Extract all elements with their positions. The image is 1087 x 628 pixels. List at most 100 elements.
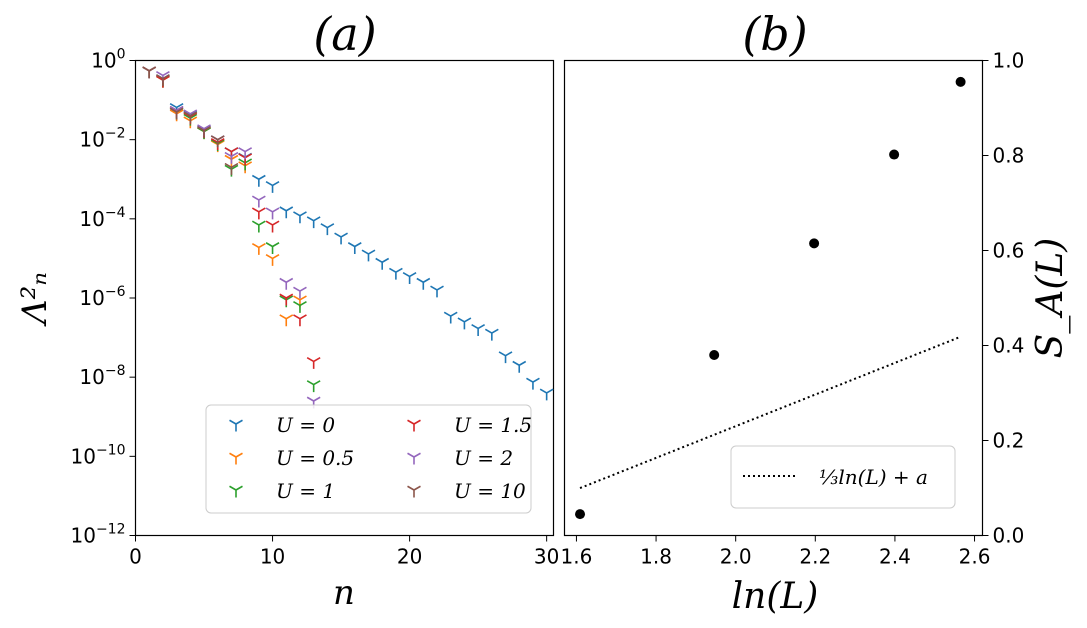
panel-b-title: (b) [742, 7, 807, 61]
a-data-point-stroke [279, 277, 294, 290]
a-legend-label: U = 2 [454, 446, 513, 470]
a-data-point [361, 249, 376, 262]
a-data-point [265, 220, 280, 233]
a-data-point-stroke [183, 111, 198, 124]
a-legend-marker [229, 419, 243, 432]
a-ytick-exp: −4 [105, 205, 126, 221]
a-data-point-stroke [306, 380, 321, 393]
a-data-point-stroke [334, 232, 348, 245]
panel-a-ylabel: Λ²ₙ [15, 272, 55, 327]
a-data-point-stroke [498, 351, 513, 364]
a-data-point [265, 180, 280, 193]
a-data-point [265, 207, 280, 220]
a-data-point [388, 267, 403, 280]
panel-b-markers [575, 76, 966, 520]
a-data-point-stroke [251, 207, 266, 220]
a-data-point-stroke [279, 293, 294, 306]
b-fit-segment [579, 335, 961, 490]
a-data-point [279, 277, 294, 290]
panel-a-legend: U = 0 U = 0.5 U = 1 U = 1.5 U = 2 U = 10 [205, 404, 532, 514]
a-xtick-label: 20 [397, 545, 422, 569]
panel-a: (a) 0 10 20 3010010−210−410−610−810−1010−12… [15, 7, 559, 613]
a-data-point-stroke [224, 151, 239, 164]
series-U-10 [142, 66, 239, 175]
a-ytick-label: 100 [91, 47, 125, 73]
a-data-point-stroke [251, 195, 266, 208]
a-data-point [251, 242, 266, 255]
a-ytick-base: 10 [79, 207, 104, 231]
b-data-point [809, 238, 820, 249]
a-data-point-stroke [293, 300, 307, 313]
a-data-point [238, 147, 253, 160]
a-data-point [293, 211, 307, 224]
a-data-point [251, 207, 266, 220]
a-ytick-label: 10−12 [71, 522, 126, 548]
a-data-point [265, 253, 280, 266]
a-legend-marker [407, 485, 421, 498]
panel-b-fit-line [579, 335, 961, 490]
a-ytick-label: 10−6 [79, 284, 125, 310]
a-data-point [265, 242, 280, 255]
b-ytick-label: 0.4 [993, 334, 1025, 358]
a-ytick-exp: 0 [117, 47, 126, 63]
a-data-point-stroke [539, 388, 554, 401]
a-ytick-base: 10 [71, 524, 96, 548]
a-data-point-stroke [265, 180, 280, 193]
panel-b-legend: ⅓ln(L) + a [730, 445, 956, 509]
a-legend-marker [229, 485, 243, 498]
a-data-point [293, 314, 307, 327]
a-legend-label: U = 1 [276, 479, 335, 503]
a-legend-marker-stroke [407, 452, 421, 465]
a-data-point [224, 162, 239, 175]
a-data-point-stroke [251, 174, 266, 187]
a-legend-marker [407, 452, 421, 465]
a-data-point [293, 300, 307, 313]
a-data-point-stroke [375, 257, 390, 270]
a-legend-marker-stroke [407, 419, 421, 432]
a-data-point-stroke [388, 267, 403, 280]
a-legend-marker-stroke [229, 452, 243, 465]
a-data-point [224, 151, 239, 164]
a-ytick-label: 10−2 [79, 126, 125, 152]
a-legend-label: U = 0.5 [276, 446, 354, 470]
a-xtick-label: 10 [260, 545, 285, 569]
a-data-point [251, 174, 266, 187]
b-ytick-label: 0.6 [993, 239, 1025, 263]
a-data-point [142, 66, 157, 79]
panel-b: (b) 1.6 1.8 2.0 2.2 2.4 2.60.0 0.2 0.4 0.6 0.8 1.0… [561, 7, 1071, 617]
a-legend-label: U = 10 [454, 479, 526, 503]
panel-a-xlabel: n [333, 573, 355, 613]
a-ytick-label: 10−4 [79, 205, 125, 231]
a-data-point [471, 324, 486, 336]
a-legend-marker [229, 452, 243, 465]
a-legend-marker-stroke [407, 485, 421, 498]
b-ytick-label: 0.0 [993, 524, 1025, 548]
a-legend-marker-stroke [229, 485, 243, 498]
series-U-1p5 [142, 66, 321, 369]
b-xtick-label: 1.6 [561, 545, 593, 569]
a-data-point [197, 126, 211, 139]
b-data-point [575, 509, 586, 520]
a-data-point-stroke [210, 135, 225, 148]
a-data-point-stroke [293, 314, 307, 327]
a-data-point-stroke [142, 66, 157, 79]
a-data-point [183, 111, 198, 124]
a-data-point-stroke [265, 253, 280, 266]
b-xtick-label: 2.6 [959, 545, 991, 569]
a-data-point-stroke [251, 242, 266, 255]
a-data-point [279, 206, 294, 219]
a-data-point [320, 223, 335, 236]
a-data-point-stroke [512, 360, 527, 373]
panel-b-xlabel: ln(L) [732, 576, 819, 617]
a-data-point-stroke [361, 249, 376, 262]
b-xtick-label: 2.4 [879, 545, 911, 569]
a-data-point [251, 220, 266, 233]
b-ytick-label: 0.2 [993, 429, 1025, 453]
a-data-point-stroke [279, 314, 294, 327]
a-data-point [457, 317, 472, 330]
a-ytick-base: 10 [79, 286, 104, 310]
a-data-point [306, 216, 321, 229]
a-data-point-stroke [197, 126, 211, 139]
panel-b-ylabel: S_A(L) [1030, 238, 1071, 359]
a-data-point [416, 277, 431, 290]
